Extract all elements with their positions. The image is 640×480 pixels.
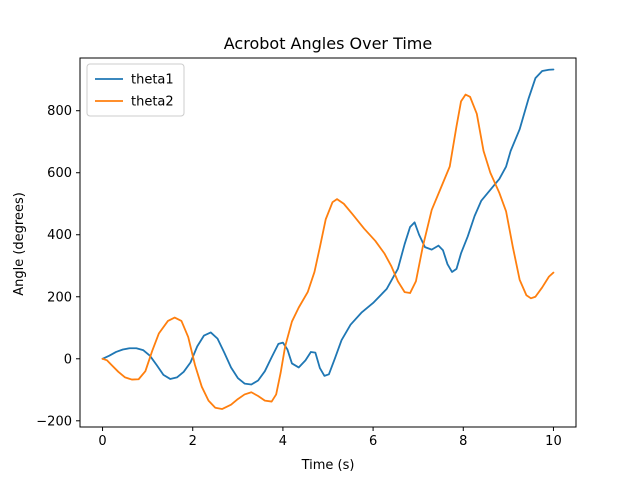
x-axis-label: Time (s): [301, 458, 355, 473]
x-tick-label: 6: [369, 434, 377, 449]
x-axis-ticks: 0 2 4 6 8 10: [98, 427, 562, 449]
y-tick-label: 0: [64, 352, 72, 367]
y-tick-label: 800: [47, 104, 72, 119]
x-tick-label: 0: [98, 434, 106, 449]
series-line-theta1: [101, 68, 555, 386]
plot-frame: [79, 57, 577, 428]
x-tick-label: 8: [459, 434, 467, 449]
chart-title: Acrobot Angles Over Time: [224, 34, 432, 53]
y-tick-label: −200: [36, 414, 72, 429]
x-tick-label: 2: [189, 434, 197, 449]
y-tick-label: 200: [47, 290, 72, 305]
axes: [79, 57, 577, 428]
y-axis-ticks: −200 0 200 400 600 800: [36, 104, 80, 429]
legend: theta1 theta2: [86, 63, 185, 117]
legend-label-theta1: theta1: [131, 73, 174, 88]
y-tick-label: 600: [47, 166, 72, 181]
series-line-theta2: [101, 93, 555, 410]
legend-box: [86, 63, 185, 117]
x-tick-label: 10: [545, 434, 562, 449]
legend-label-theta2: theta2: [131, 95, 174, 110]
y-axis-label: Angle (degrees): [12, 192, 27, 296]
series-lines: [101, 68, 555, 410]
x-tick-label: 4: [279, 434, 287, 449]
y-tick-label: 400: [47, 228, 72, 243]
